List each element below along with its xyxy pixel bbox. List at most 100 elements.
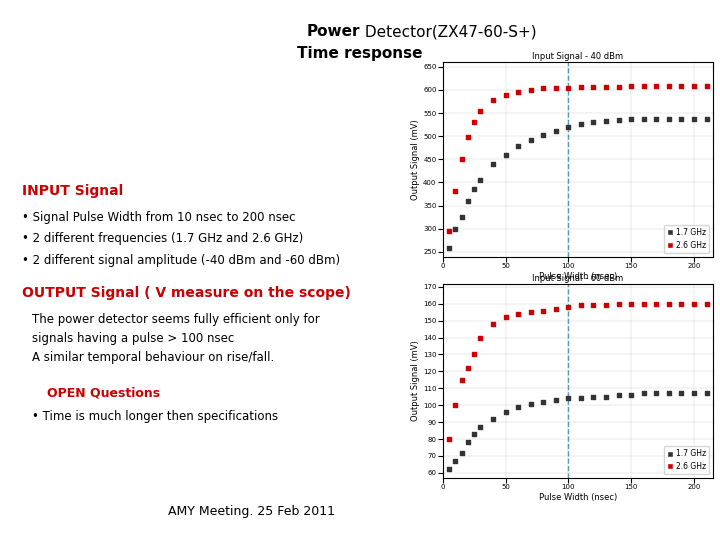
Point (500, 150, 511, 159)
Point (626, 115, 637, 124)
Point (444, 226, 455, 235)
Point (588, 118, 599, 126)
Point (449, 401, 461, 409)
Point (675, 114, 687, 123)
Point (600, 301, 612, 310)
Point (474, 176, 486, 185)
Y-axis label: Output Signal (mV): Output Signal (mV) (411, 119, 420, 200)
Point (500, 408, 511, 416)
Point (449, 457, 461, 465)
Point (600, 393, 612, 401)
Point (562, 394, 574, 403)
Point (444, 465, 455, 474)
Text: Detector(ZX47-60-S+): Detector(ZX47-60-S+) (360, 24, 536, 39)
Point (651, 300, 662, 308)
Text: • 2 different frequencies (1.7 GHz and 2.6 GHz): • 2 different frequencies (1.7 GHz and 2… (22, 232, 303, 245)
Text: OUTPUT Signal ( V measure on the scope): OUTPUT Signal ( V measure on the scope) (22, 286, 351, 300)
Point (562, 83, 574, 92)
Point (538, 131, 549, 139)
Point (456, 375, 467, 384)
Point (675, 389, 687, 397)
Point (513, 309, 524, 318)
Point (626, 82, 637, 91)
Point (575, 301, 587, 310)
Point (663, 82, 675, 91)
Point (469, 430, 480, 438)
Point (701, 114, 712, 123)
Point (588, 393, 599, 401)
Point (701, 300, 712, 308)
Point (500, 313, 511, 322)
Point (550, 305, 562, 313)
Text: INPUT Signal: INPUT Signal (22, 184, 123, 198)
Point (651, 114, 662, 123)
Title: Input Signal - 60 dBm: Input Signal - 60 dBm (532, 274, 624, 283)
Point (525, 85, 536, 94)
Point (600, 117, 612, 125)
Text: The power detector seems fully efficient only for
signals having a pulse > 100 n: The power detector seems fully efficient… (32, 313, 320, 364)
Point (550, 396, 562, 404)
Point (469, 118, 480, 126)
Point (456, 213, 467, 221)
X-axis label: Pulse Width (nsec): Pulse Width (nsec) (539, 272, 617, 280)
Point (562, 303, 574, 312)
Point (638, 114, 649, 123)
Text: OPEN Questions: OPEN Questions (47, 386, 160, 399)
Point (663, 114, 675, 123)
X-axis label: Pulse Width (nsec): Pulse Width (nsec) (539, 493, 617, 502)
Point (444, 435, 455, 443)
Point (675, 300, 687, 308)
Point (525, 308, 536, 316)
Point (600, 82, 612, 91)
Point (626, 300, 637, 308)
Point (487, 320, 499, 328)
Point (613, 116, 624, 124)
Point (613, 82, 624, 91)
Point (638, 300, 649, 308)
Text: Time response: Time response (297, 46, 423, 61)
Point (474, 106, 486, 115)
Point (456, 155, 467, 164)
Text: • 2 different signal amplitude (-40 dBm and -60 dBm): • 2 different signal amplitude (-40 dBm … (22, 254, 340, 267)
Legend: 1.7 GHz, 2.6 GHz: 1.7 GHz, 2.6 GHz (664, 446, 709, 474)
Text: AMY Meeting. 25 Feb 2011: AMY Meeting. 25 Feb 2011 (168, 505, 336, 518)
Legend: 1.7 GHz, 2.6 GHz: 1.7 GHz, 2.6 GHz (664, 225, 709, 253)
Point (487, 96, 499, 104)
Point (538, 397, 549, 406)
Point (550, 126, 562, 135)
Point (525, 399, 536, 408)
Point (651, 389, 662, 397)
Point (638, 82, 649, 91)
Point (701, 82, 712, 91)
Point (462, 197, 474, 205)
Point (513, 142, 524, 151)
Point (688, 82, 700, 91)
Point (449, 225, 461, 233)
Point (469, 185, 480, 194)
Point (638, 389, 649, 397)
Point (487, 414, 499, 423)
Point (688, 389, 700, 397)
Title: Input Signal - 40 dBm: Input Signal - 40 dBm (532, 52, 624, 62)
Text: • Signal Pulse Width from 10 nsec to 200 nsec: • Signal Pulse Width from 10 nsec to 200… (22, 211, 295, 224)
Point (474, 333, 486, 342)
Point (675, 82, 687, 91)
Point (444, 244, 455, 253)
Point (688, 300, 700, 308)
Point (575, 83, 587, 91)
Point (513, 87, 524, 96)
Point (462, 438, 474, 447)
Point (575, 394, 587, 403)
Point (462, 133, 474, 141)
Point (613, 300, 624, 308)
Text: • Time is much longer then specifications: • Time is much longer then specification… (32, 410, 279, 423)
Point (469, 350, 480, 359)
Point (588, 301, 599, 310)
Point (575, 120, 587, 129)
Point (525, 136, 536, 144)
Point (500, 90, 511, 99)
Point (487, 160, 499, 168)
Point (701, 389, 712, 397)
Point (462, 364, 474, 373)
Point (449, 186, 461, 195)
